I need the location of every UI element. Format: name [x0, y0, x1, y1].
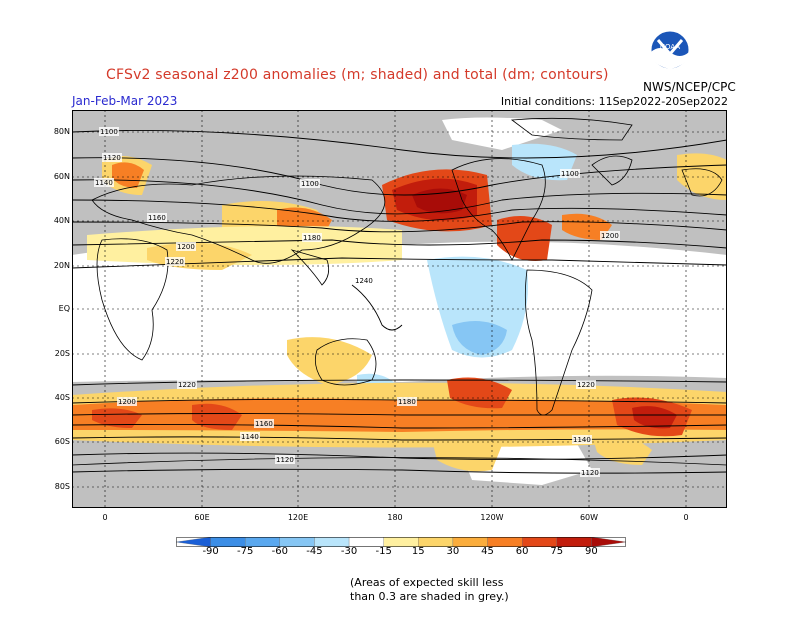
contour-label: 1160 [255, 420, 273, 428]
contour-label: 1100 [100, 128, 118, 136]
lat-label: 20N [53, 261, 70, 270]
colorbar-tick-label: -60 [271, 546, 289, 557]
contour-label: 1180 [398, 398, 416, 406]
lon-label: 120E [287, 513, 309, 522]
season-label: Jan-Feb-Mar 2023 [72, 94, 178, 108]
positive-anomaly [92, 408, 142, 428]
height-contours [72, 130, 727, 474]
positive-anomaly [192, 403, 242, 430]
positive-anomaly [562, 213, 612, 240]
colorbar-tick-label: 60 [515, 546, 529, 557]
positive-anomaly [497, 216, 552, 261]
contour-label: 1220 [178, 381, 196, 389]
contour-label: 1120 [581, 469, 599, 477]
lat-label: 80N [53, 127, 70, 136]
lon-label: 0 [102, 513, 108, 522]
positive-anomaly [432, 436, 502, 472]
colorbar-tick-label: 15 [411, 546, 425, 557]
contour-label: 1220 [166, 258, 184, 266]
contour-label: 1180 [303, 234, 321, 242]
lon-label: 180 [387, 513, 403, 522]
contour-label: 1200 [601, 232, 619, 240]
contour-label: 1220 [577, 381, 595, 389]
map-frame [72, 110, 727, 508]
contour-label: 1100 [301, 180, 319, 188]
positive-anomaly [632, 406, 677, 429]
grid-lines [72, 110, 727, 508]
lat-label: 40N [53, 216, 70, 225]
lat-label: 60N [53, 172, 70, 181]
colorbar [176, 537, 626, 547]
lon-label: 60E [194, 513, 210, 522]
contour-label: 1140 [95, 179, 113, 187]
lat-label: 40S [54, 393, 70, 402]
chart-title: CFSv2 seasonal z200 anomalies (m; shaded… [106, 67, 609, 83]
contour-label: 1200 [118, 398, 136, 406]
neutral-region [442, 117, 562, 150]
contour-label: 1160 [148, 214, 166, 222]
neutral-region [72, 239, 727, 382]
anomaly-map: 1100 1120 1140 1160 1180 1200 1220 1240 … [72, 110, 727, 508]
contour-label: 1120 [103, 154, 121, 162]
initial-conditions-label: Initial conditions: 11Sep2022-20Sep2022 [500, 95, 728, 108]
colorbar-tick-label: 75 [550, 546, 564, 557]
lat-label: 80S [54, 482, 70, 491]
agency-label: NWS/NCEP/CPC [643, 80, 736, 94]
skill-note: (Areas of expected skill less than 0.3 a… [350, 576, 509, 604]
negative-anomaly [452, 321, 507, 355]
colorbar-tick-label: -90 [202, 546, 219, 557]
contour-label: 1140 [241, 433, 259, 441]
lon-label: 60W [579, 513, 599, 522]
colorbar-tick-label: 30 [446, 546, 460, 557]
positive-anomaly [87, 226, 402, 265]
skill-note-line: than 0.3 are shaded in grey.) [350, 590, 509, 603]
lat-label: 60S [54, 437, 70, 446]
lat-label: 20S [54, 349, 70, 358]
skill-note-line: (Areas of expected skill less [350, 576, 504, 589]
contour-label: 1100 [561, 170, 579, 178]
logo-text: NOAA [660, 43, 681, 51]
positive-anomaly [112, 162, 144, 188]
noaa-logo: NOAA [650, 30, 690, 74]
contour-label: 1120 [276, 456, 294, 464]
lon-label: 0 [683, 513, 689, 522]
positive-anomaly [287, 337, 372, 385]
colorbar-tick-label: -15 [375, 546, 392, 557]
colorbar-tick-label: 45 [481, 546, 494, 557]
colorbar-tick-label: -45 [306, 546, 323, 557]
contour-label: 1200 [177, 243, 195, 251]
colorbar-tick-label: -30 [340, 546, 358, 557]
lat-label: EQ [58, 304, 70, 313]
colorbar-cell [591, 537, 626, 547]
lon-label: 120W [480, 513, 504, 522]
colorbar-tick-label: 90 [585, 546, 598, 557]
contour-label: 1140 [573, 436, 591, 444]
contour-label: 1240 [355, 277, 373, 285]
colorbar-tick-label: -75 [237, 546, 254, 557]
